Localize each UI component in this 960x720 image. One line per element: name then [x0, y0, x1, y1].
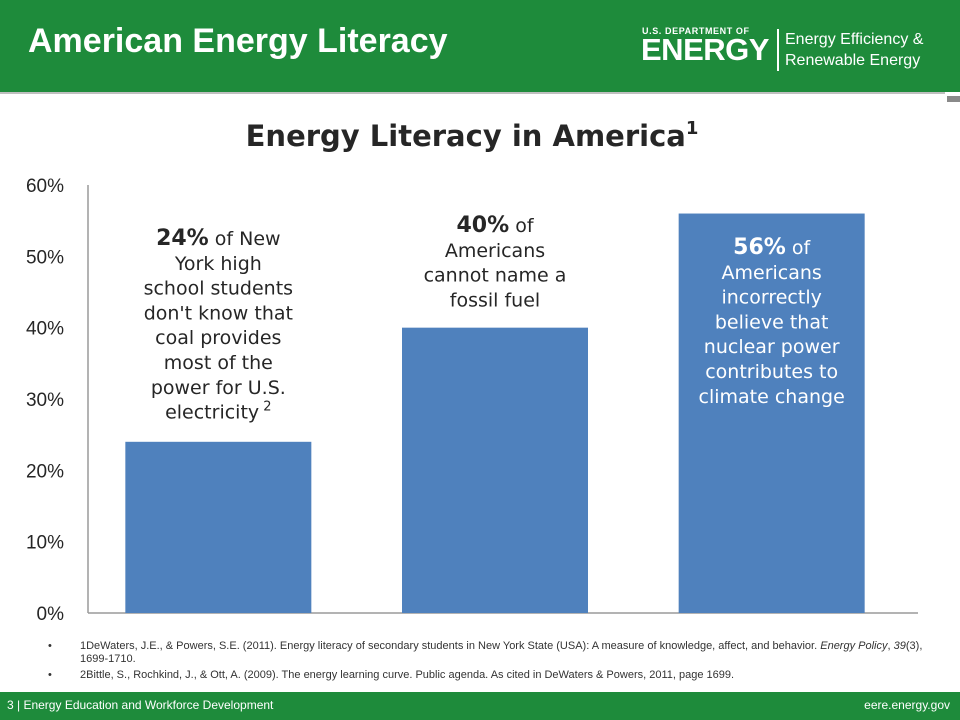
- footer-site-label: eere.energy.gov: [864, 698, 950, 712]
- reference-1-volume: 39: [893, 640, 906, 652]
- logo-office-line2: Renewable Energy: [785, 52, 921, 69]
- bar-annotation-line: electricity: [165, 402, 259, 424]
- y-tick-label: 60%: [26, 176, 64, 197]
- bar-annotation-line: most of the: [164, 352, 273, 374]
- bar-annotation-line: contributes to: [705, 361, 838, 383]
- bar-annotation-line: incorrectly: [721, 287, 821, 309]
- footer-page-label: 3 | Energy Education and Workforce Devel…: [7, 698, 274, 712]
- bullet-icon: •: [48, 669, 52, 681]
- bar-annotation-line: don't know that: [144, 302, 293, 324]
- y-tick-label: 20%: [26, 461, 64, 482]
- reference-1-pages: (3), 1699-1710.: [80, 640, 923, 665]
- bar-annotation-line: cannot name a: [424, 265, 567, 287]
- bar-annotation-number: 40%: [456, 213, 509, 238]
- bar-annotation-line: fossil fuel: [450, 289, 540, 311]
- reference-1: • 1DeWaters, J.E., & Powers, S.E. (2011)…: [48, 640, 928, 666]
- bar-annotation-line: nuclear power: [704, 336, 840, 358]
- slide-title: American Energy Literacy: [28, 22, 448, 60]
- bar-annotation-number: 56%: [733, 235, 786, 260]
- bar-annotation-line: York high: [174, 253, 262, 275]
- chart-title-superscript: 1: [686, 118, 699, 139]
- reference-1-text: 1DeWaters, J.E., & Powers, S.E. (2011). …: [80, 640, 821, 652]
- footer-separator: [0, 689, 960, 692]
- bar-annotation-line: Americans: [445, 240, 545, 262]
- chart-panel: Energy Literacy in America1 0% 10% 20% 30% 40…: [0, 92, 945, 634]
- references: • 1DeWaters, J.E., & Powers, S.E. (2011)…: [48, 640, 928, 685]
- bar: [402, 327, 588, 613]
- reference-2: • 2Bittle, S., Rochkind, J., & Ott, A. (…: [48, 669, 928, 682]
- y-tick-label: 0%: [37, 604, 65, 625]
- footer-bar: 3 | Energy Education and Workforce Devel…: [0, 692, 960, 720]
- y-tick-label: 30%: [26, 390, 64, 411]
- bar-annotation-line: believe that: [715, 311, 829, 333]
- bar-annotation-number: 24%: [156, 226, 209, 251]
- bar-annotation-line: power for U.S.: [151, 377, 286, 399]
- logo-energy-text: ENERGY: [641, 32, 769, 67]
- bar-annotation-line: 40% of: [456, 213, 534, 238]
- bar-annotation-line: 24% of New: [156, 226, 281, 251]
- logo-office-line1: Energy Efficiency &: [785, 31, 924, 48]
- right-edge-strip: [945, 92, 960, 630]
- bar-annotation-line: coal provides: [155, 327, 281, 349]
- bar: [125, 441, 312, 613]
- bullet-icon: •: [48, 640, 52, 652]
- bar: [678, 213, 865, 613]
- bar-chart: Energy Literacy in America1 0% 10% 20% 30% 40…: [26, 118, 918, 625]
- bar-annotation-line: 56% of: [733, 235, 811, 260]
- bar-annotation: 40% of Americans cannot name a fossil fuel: [424, 213, 567, 311]
- bar-annotation-superscript: 2: [259, 400, 271, 415]
- bar-annotation: 24% of New York high school students don't …: [144, 226, 294, 424]
- reference-1-journal: Energy Policy: [820, 640, 888, 652]
- y-tick-label: 40%: [26, 319, 64, 340]
- logo-dept-text: U.S. DEPARTMENT OF: [642, 26, 750, 36]
- bar-annotation-line: climate change: [699, 386, 845, 408]
- reference-1-sep: ,: [887, 640, 894, 652]
- logo-divider: [777, 29, 779, 71]
- bar-annotation: 56% of Americans incorrectly believe that nu…: [699, 235, 845, 408]
- right-edge-marker: [947, 96, 960, 102]
- reference-2-text: 2Bittle, S., Rochkind, J., & Ott, A. (20…: [80, 669, 735, 681]
- bar-annotation-line: Americans: [722, 262, 822, 284]
- y-tick-label: 10%: [26, 533, 64, 554]
- bar-annotation-line: school students: [144, 278, 294, 300]
- chart-title: Energy Literacy in America1: [246, 118, 699, 153]
- y-tick-label: 50%: [26, 247, 64, 268]
- header-bar: American Energy Literacy U.S. DEPARTMENT…: [0, 0, 960, 92]
